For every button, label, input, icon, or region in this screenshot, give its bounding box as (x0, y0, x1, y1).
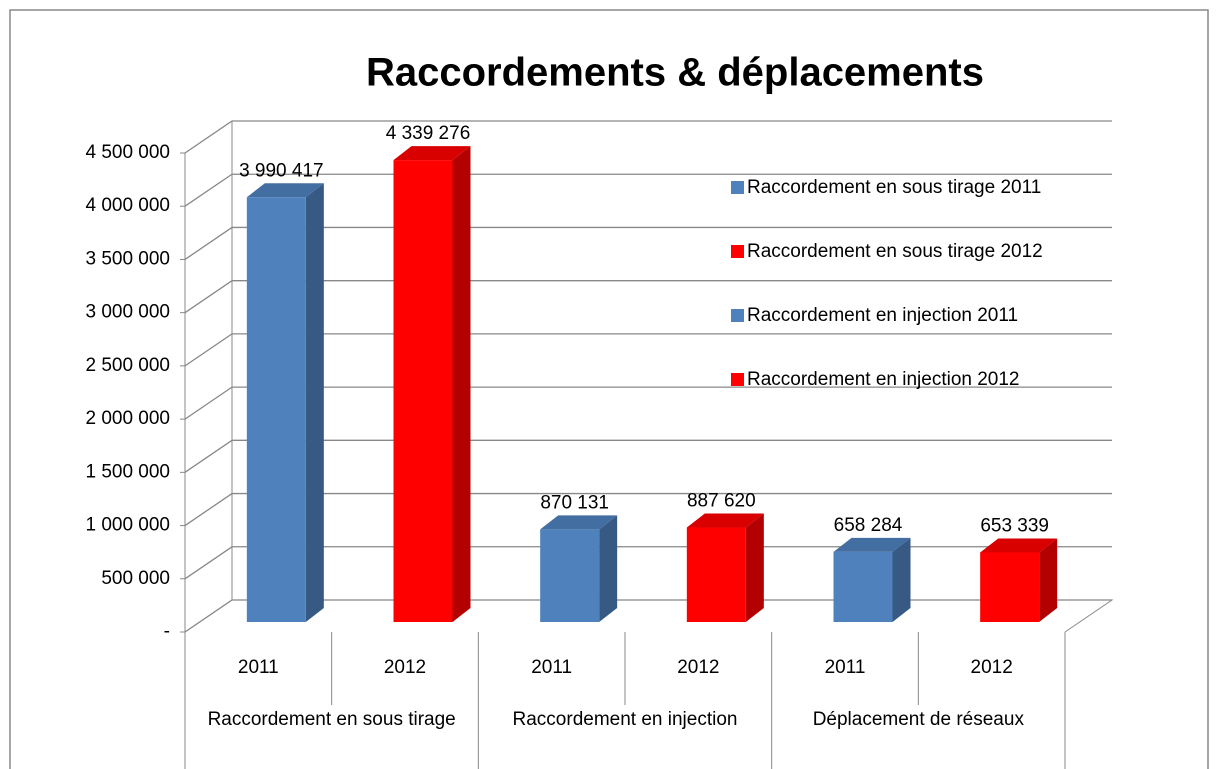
x-group-label: Raccordement en sous tirage (207, 709, 456, 730)
bar-top (393, 146, 471, 161)
legend-swatch (731, 309, 744, 322)
value-label: 658 284 (834, 515, 903, 536)
legend-swatch (731, 245, 744, 258)
bar-front (833, 551, 893, 622)
y-tick-label: 1 000 000 (85, 515, 170, 536)
x-tick-label: 2011 (825, 657, 866, 678)
chart-title: Raccordements & déplacements (366, 51, 984, 95)
legend-label: Raccordement en injection 2012 (747, 369, 1020, 390)
grid-line (184, 333, 1112, 367)
x-group-label: Raccordement en injection (512, 709, 738, 730)
bar (393, 146, 471, 623)
y-tick-label: 4 000 000 (85, 195, 170, 216)
bar-front (246, 197, 306, 622)
y-tick-label: 2 000 000 (85, 408, 170, 429)
x-tick-label: 2011 (238, 657, 279, 678)
bar-side (305, 183, 324, 622)
grid-line (184, 546, 1112, 580)
legend-label: Raccordement en sous tirage 2012 (747, 241, 1043, 262)
x-group-label: Déplacement de réseaux (812, 709, 1024, 730)
bar-front (686, 527, 746, 622)
bar-side (452, 146, 471, 623)
bar-side (745, 513, 764, 622)
bar-top (980, 538, 1058, 553)
y-tick-label: 4 500 000 (85, 142, 170, 163)
grid-line (184, 173, 1112, 207)
bar (246, 183, 324, 622)
bar-top (686, 513, 764, 528)
bar (686, 513, 764, 622)
bar-top (540, 515, 618, 530)
x-tick-label: 2012 (971, 657, 1013, 678)
x-group-label-box: Raccordement en injection (512, 709, 738, 730)
y-tick-label: 1 500 000 (85, 461, 170, 482)
value-label: 887 620 (687, 491, 756, 512)
y-tick-label: 500 000 (101, 568, 170, 589)
grid-line (184, 226, 1112, 260)
bar-top (246, 183, 324, 198)
bar-top (833, 537, 911, 552)
grid-line (184, 439, 1112, 473)
x-tick-label: 2011 (531, 657, 572, 678)
legend-label-box: Raccordement en sous tirage 2012 (747, 241, 1043, 262)
grid-line (184, 280, 1112, 314)
bar (980, 538, 1058, 622)
x-tick-label: 2012 (677, 657, 719, 678)
grid-line (184, 599, 1112, 633)
y-tick-label: 3 000 000 (85, 302, 170, 323)
legend-label-box: Raccordement en sous tirage 2011 (747, 177, 1042, 198)
bar-side (599, 515, 618, 622)
bar (833, 537, 911, 622)
x-group-label-box: Déplacement de réseaux (812, 709, 1024, 730)
grid-line (184, 492, 1112, 527)
y-tick-label: 2 500 000 (85, 355, 170, 376)
y-tick-label: - (164, 621, 170, 642)
legend-swatch (731, 181, 744, 194)
value-label: 870 131 (540, 492, 609, 513)
value-label: 3 990 417 (239, 160, 324, 181)
bar-front (393, 160, 453, 623)
grid-line (184, 120, 1112, 154)
legend-label-box: Raccordement en injection 2011 (747, 305, 1019, 326)
grid-line (184, 386, 1112, 420)
bar (540, 515, 618, 622)
legend-label-box: Raccordement en injection 2012 (747, 369, 1020, 390)
legend-label: Raccordement en sous tirage 2011 (747, 177, 1042, 198)
bar-side (1039, 538, 1058, 622)
y-tick-label: 3 500 000 (85, 248, 170, 269)
legend-label: Raccordement en injection 2011 (747, 305, 1019, 326)
x-group-label-box: Raccordement en sous tirage (207, 709, 456, 730)
value-label: 653 339 (980, 515, 1049, 536)
x-tick-label: 2012 (384, 657, 426, 678)
legend-swatch (731, 373, 744, 386)
bar-front (980, 552, 1040, 622)
bar-front (540, 529, 600, 622)
bar-side (892, 537, 911, 622)
value-label: 4 339 276 (386, 123, 471, 144)
